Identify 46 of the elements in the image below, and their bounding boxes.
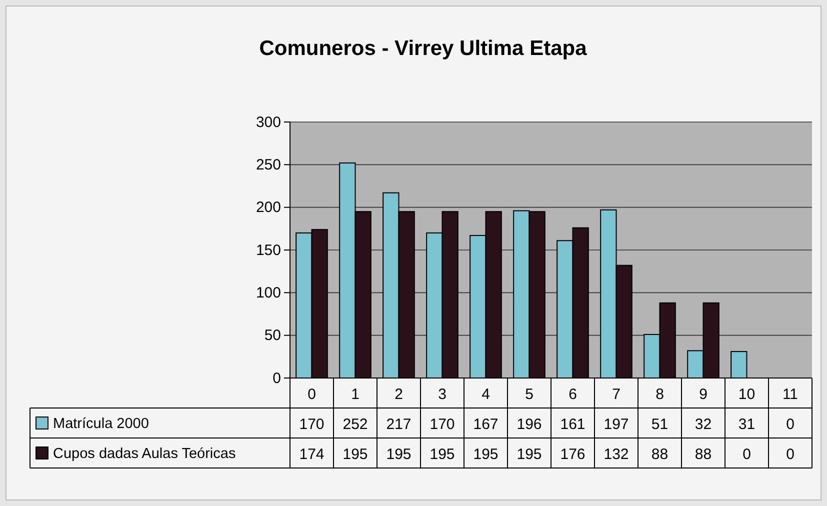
data-label: 32 bbox=[694, 416, 712, 433]
y-tick-label: 50 bbox=[264, 327, 281, 344]
x-tick-label: 6 bbox=[568, 386, 577, 403]
data-label: 88 bbox=[694, 446, 712, 463]
x-tick-label: 10 bbox=[738, 386, 756, 403]
data-label: 195 bbox=[342, 446, 368, 463]
data-label: 161 bbox=[560, 416, 586, 433]
data-label: 195 bbox=[386, 446, 412, 463]
y-tick-label: 300 bbox=[256, 114, 281, 131]
data-label: 195 bbox=[473, 446, 498, 463]
data-label: 174 bbox=[299, 446, 324, 463]
data-label: 167 bbox=[473, 416, 498, 433]
data-label: 197 bbox=[604, 416, 629, 433]
data-label: 176 bbox=[560, 446, 586, 463]
x-tick-label: 8 bbox=[656, 386, 664, 403]
data-label: 170 bbox=[299, 416, 324, 433]
data-label: 196 bbox=[516, 416, 542, 433]
x-tick-label: 9 bbox=[699, 386, 708, 403]
x-tick-label: 5 bbox=[525, 386, 534, 403]
legend-label: Matrícula 2000 bbox=[53, 416, 149, 432]
y-tick-label: 250 bbox=[256, 156, 281, 174]
data-label: 51 bbox=[651, 416, 668, 433]
y-tick-label: 100 bbox=[256, 284, 281, 302]
y-tick-label: 200 bbox=[256, 199, 281, 216]
x-tick-label: 7 bbox=[612, 386, 620, 403]
x-tick-label: 4 bbox=[482, 386, 490, 403]
data-label: 170 bbox=[430, 416, 455, 433]
data-label: 0 bbox=[786, 416, 794, 433]
x-tick-label: 1 bbox=[351, 386, 360, 403]
data-label: 88 bbox=[651, 446, 668, 463]
chart-title: Comuneros - Virrey Ultima Etapa bbox=[259, 37, 588, 60]
legend-label: Cupos dadas Aulas Teóricas bbox=[53, 446, 236, 462]
y-tick-label: 0 bbox=[272, 370, 281, 387]
data-label: 195 bbox=[516, 446, 542, 463]
data-label: 31 bbox=[738, 416, 756, 433]
x-tick-label: 0 bbox=[308, 386, 316, 403]
data-label: 132 bbox=[604, 446, 629, 463]
data-label: 252 bbox=[342, 416, 368, 433]
data-label: 217 bbox=[386, 416, 412, 433]
x-tick-label: 11 bbox=[782, 386, 798, 403]
x-tick-label: 2 bbox=[394, 386, 403, 403]
y-tick-label: 150 bbox=[256, 242, 281, 259]
data-label: 0 bbox=[742, 446, 751, 463]
data-label: 0 bbox=[786, 446, 794, 463]
x-tick-label: 3 bbox=[438, 386, 446, 403]
data-label: 195 bbox=[430, 446, 455, 463]
